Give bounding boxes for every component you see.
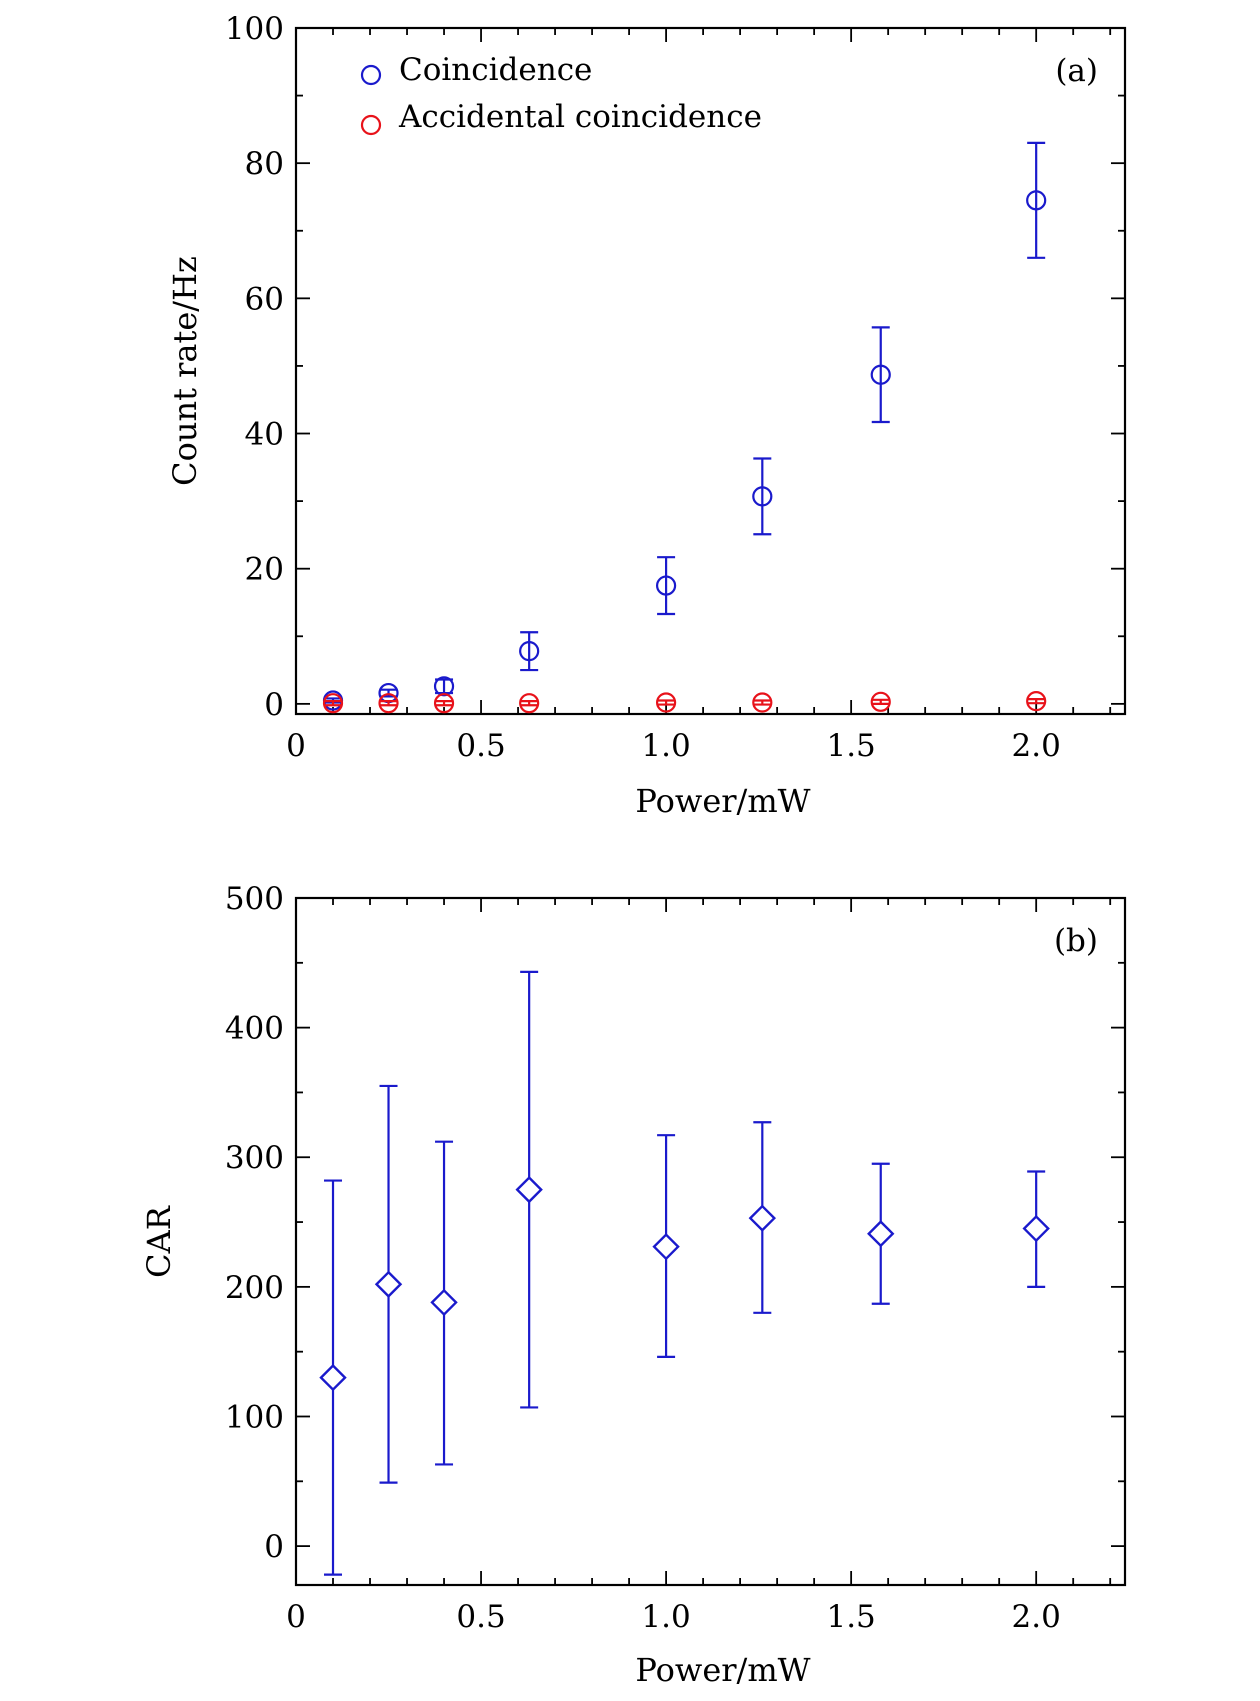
- y-axis-title-a: Count rate/Hz: [166, 256, 204, 486]
- data-point: [519, 641, 540, 662]
- data-point: [652, 1232, 680, 1261]
- y-tick-label: 0: [264, 687, 284, 723]
- data-point: [1022, 1214, 1050, 1243]
- data-point: [430, 1288, 458, 1317]
- legend-label-coincidence: Coincidence: [399, 52, 592, 88]
- error-bar: [1027, 141, 1046, 259]
- error-bar: [520, 631, 539, 672]
- panel-b-car: 0 0.5 1.0 1.5 2.0 0 100 200 300 400 500 Power/mW C…: [140, 881, 1127, 1689]
- data-point: [433, 676, 455, 697]
- y-tick-label: 200: [225, 1270, 284, 1306]
- error-bar: [753, 457, 772, 536]
- data-point: [519, 693, 540, 714]
- x-tick-label: 1.0: [641, 728, 690, 764]
- data-point: [870, 364, 891, 385]
- x-tick-label: 0: [286, 728, 306, 764]
- data-point: [752, 486, 773, 507]
- data-point: [1026, 691, 1047, 712]
- data-point: [752, 692, 773, 713]
- error-bar: [753, 699, 772, 706]
- x-tick-label: 0.5: [456, 1599, 505, 1635]
- data-point: [870, 691, 891, 712]
- series-a-1: [322, 691, 1047, 714]
- plot-frame-a: [294, 26, 1127, 716]
- legend-item-accidental: Accidental coincidence: [360, 99, 762, 136]
- x-axis-title-b: Power/mW: [635, 1651, 810, 1689]
- panel-label-b: (b): [1054, 923, 1098, 959]
- y-tick-label: 100: [225, 11, 284, 47]
- data-point: [655, 575, 677, 596]
- plot-frame-b: [294, 896, 1127, 1587]
- series-a-0: [322, 141, 1047, 711]
- error-bar: [1027, 698, 1046, 705]
- data-point: [374, 1270, 403, 1298]
- legend-marker-coincidence: [360, 64, 382, 86]
- error-bar: [871, 698, 890, 705]
- axis-ticks-a: [295, 27, 1125, 714]
- error-bar: [324, 700, 343, 707]
- x-axis-title-a: Power/mW: [635, 782, 810, 820]
- y-axis-title-b: CAR: [140, 1205, 178, 1278]
- data-point: [748, 1204, 777, 1232]
- data-point: [378, 693, 399, 714]
- legend-marker-accidental: [360, 114, 382, 136]
- error-bar: [657, 556, 676, 616]
- y-tick-label: 80: [245, 146, 284, 182]
- error-bar: [871, 326, 890, 424]
- error-bar: [379, 700, 398, 707]
- data-point: [322, 693, 344, 714]
- data-point: [319, 1363, 347, 1392]
- x-tick-label: 1.5: [826, 728, 875, 764]
- data-point: [867, 1220, 895, 1248]
- legend-label-accidental: Accidental coincidence: [398, 99, 762, 135]
- data-point: [433, 693, 455, 714]
- legend-item-coincidence: Coincidence: [360, 52, 592, 88]
- x-tick-label: 0.5: [456, 728, 505, 764]
- error-bar: [657, 699, 676, 706]
- tick-labels-b: 0 0.5 1.0 1.5 2.0 0 100 200 300 400 500: [225, 881, 1061, 1635]
- tick-labels-a: 0 0.5 1.0 1.5 2.0 0 20 40 60 80 100: [225, 11, 1061, 764]
- y-tick-label: 60: [245, 281, 284, 317]
- y-tick-label: 20: [245, 552, 284, 588]
- panel-a-count-rate: 0 0.5 1.0 1.5 2.0 0 20 40 60 80 100 Power/mW Count…: [166, 11, 1127, 820]
- y-tick-label: 300: [225, 1140, 284, 1176]
- panel-label-a: (a): [1055, 53, 1098, 89]
- legend: Coincidence Accidental coincidence: [360, 52, 762, 136]
- data-point: [655, 692, 677, 713]
- x-tick-label: 0: [286, 1599, 306, 1635]
- y-tick-label: 0: [264, 1529, 284, 1565]
- x-tick-label: 1.0: [641, 1599, 690, 1635]
- error-bar: [520, 700, 539, 707]
- y-tick-label: 100: [225, 1399, 284, 1435]
- data-point: [1026, 190, 1047, 211]
- y-tick-label: 400: [225, 1011, 284, 1047]
- data-marks-a: [322, 141, 1047, 714]
- data-point: [515, 1175, 543, 1204]
- x-tick-label: 1.5: [826, 1599, 875, 1635]
- error-bar: [435, 700, 454, 707]
- data-marks-b: [319, 970, 1050, 1576]
- x-tick-label: 2.0: [1012, 1599, 1061, 1635]
- error-bar: [435, 678, 454, 695]
- series-b-0: [319, 970, 1050, 1576]
- x-tick-label: 2.0: [1012, 728, 1061, 764]
- y-tick-label: 500: [225, 881, 284, 917]
- axis-ticks-b: [295, 897, 1125, 1585]
- y-tick-label: 40: [245, 417, 284, 453]
